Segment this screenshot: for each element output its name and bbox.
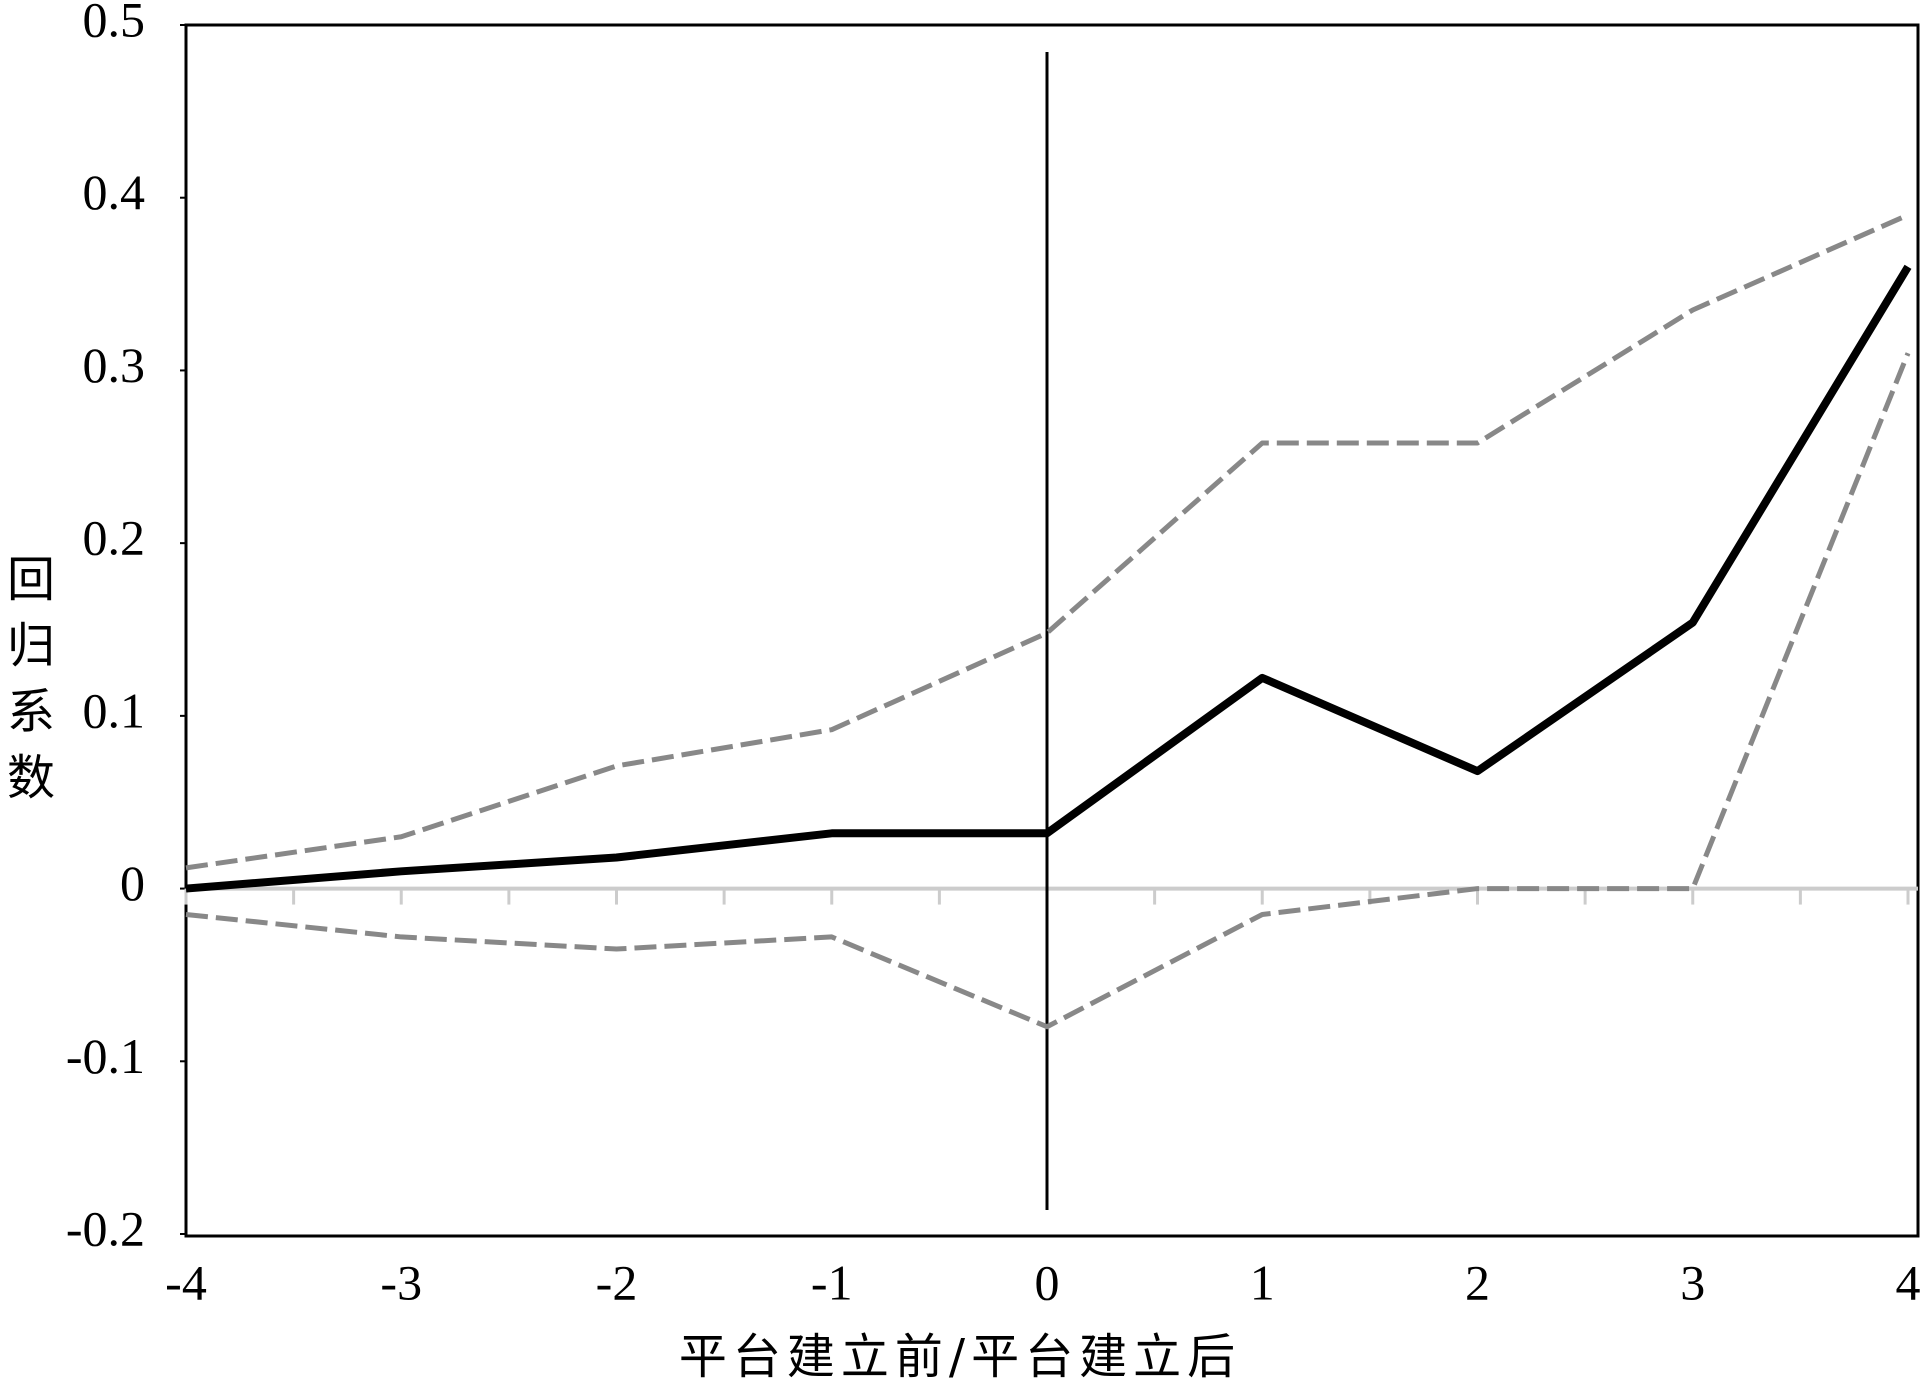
y-tick-label: -0.1 xyxy=(66,1028,145,1084)
y-tick-label: 0.2 xyxy=(83,510,146,566)
y-tick-label: 0.1 xyxy=(83,682,146,738)
y-axis-label-text: 回归系数 xyxy=(7,552,55,806)
series-line xyxy=(185,264,1912,893)
x-tick-label: -3 xyxy=(380,1254,422,1310)
y-tick-label: 0 xyxy=(120,855,145,911)
x-tick-label: 3 xyxy=(1680,1254,1705,1310)
x-tick-label: 1 xyxy=(1250,1254,1275,1310)
plot-frame xyxy=(184,23,1920,1238)
y-axis-label: 回归系数 xyxy=(7,552,55,806)
series-line xyxy=(185,352,1911,1030)
x-axis-label: 平台建立前/平台建立后 xyxy=(679,1329,1241,1385)
x-tick-label: 2 xyxy=(1465,1254,1490,1310)
x-tick-label: 4 xyxy=(1896,1254,1921,1310)
x-tick-label: -2 xyxy=(596,1254,638,1310)
y-tick-label: -0.2 xyxy=(66,1200,145,1256)
x-tick-label: -1 xyxy=(811,1254,853,1310)
y-tick-label: 0.4 xyxy=(83,164,146,220)
series-line xyxy=(185,212,1910,871)
y-tick-label: 0.5 xyxy=(83,0,146,47)
x-tick-label: -4 xyxy=(165,1254,207,1310)
x-tick-label: 0 xyxy=(1035,1254,1060,1310)
y-tick-label: 0.3 xyxy=(83,337,146,393)
